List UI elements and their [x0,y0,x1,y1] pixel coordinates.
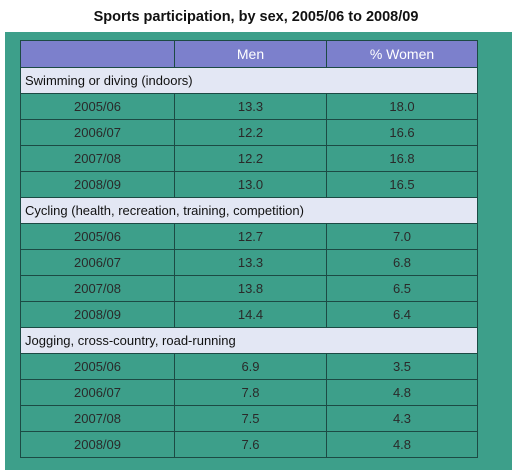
group-row: Cycling (health, recreation, training, c… [20,197,478,224]
table-row: 2006/07 7.8 4.8 [20,379,478,406]
group-label: Cycling (health, recreation, training, c… [20,197,478,224]
year-cell: 2005/06 [20,93,175,120]
women-value-cell: 16.6 [326,119,478,146]
year-cell: 2007/08 [20,275,175,302]
men-value-cell: 7.6 [174,431,327,458]
women-value-cell: 4.8 [326,379,478,406]
men-value-cell: 13.3 [174,93,327,120]
table-row: 2005/06 6.9 3.5 [20,353,478,380]
year-cell: 2007/08 [20,405,175,432]
women-value-cell: 4.8 [326,431,478,458]
women-value-cell: 16.8 [326,145,478,172]
year-cell: 2007/08 [20,145,175,172]
table-row: 2007/08 12.2 16.8 [20,145,478,172]
women-value-cell: 3.5 [326,353,478,380]
table-row: 2005/06 12.7 7.0 [20,223,478,250]
table-row: 2007/08 7.5 4.3 [20,405,478,432]
men-value-cell: 7.5 [174,405,327,432]
year-cell: 2006/07 [20,249,175,276]
header-men: Men [174,40,327,68]
header-women: % Women [326,40,478,68]
year-cell: 2005/06 [20,223,175,250]
table-body: Swimming or diving (indoors) 2005/06 13.3 1… [20,67,478,458]
header-row: Men % Women [20,40,478,68]
women-value-cell: 6.5 [326,275,478,302]
women-value-cell: 18.0 [326,93,478,120]
year-cell: 2008/09 [20,431,175,458]
group-label: Swimming or diving (indoors) [20,67,478,94]
men-value-cell: 12.2 [174,145,327,172]
women-value-cell: 6.4 [326,301,478,328]
table-row: 2008/09 13.0 16.5 [20,171,478,198]
women-value-cell: 16.5 [326,171,478,198]
men-value-cell: 12.7 [174,223,327,250]
group-row: Swimming or diving (indoors) [20,67,478,94]
women-value-cell: 6.8 [326,249,478,276]
table-row: 2006/07 13.3 6.8 [20,249,478,276]
year-cell: 2005/06 [20,353,175,380]
participation-table: Men % Women Swimming or diving (indoors)… [20,40,478,458]
men-value-cell: 13.0 [174,171,327,198]
group-label: Jogging, cross-country, road-running [20,327,478,354]
men-value-cell: 13.3 [174,249,327,276]
year-cell: 2006/07 [20,119,175,146]
table-row: 2006/07 12.2 16.6 [20,119,478,146]
table-row: 2007/08 13.8 6.5 [20,275,478,302]
year-cell: 2008/09 [20,301,175,328]
group-row: Jogging, cross-country, road-running [20,327,478,354]
women-value-cell: 7.0 [326,223,478,250]
year-cell: 2008/09 [20,171,175,198]
men-value-cell: 6.9 [174,353,327,380]
table-row: 2005/06 13.3 18.0 [20,93,478,120]
men-value-cell: 13.8 [174,275,327,302]
table-row: 2008/09 7.6 4.8 [20,431,478,458]
men-value-cell: 12.2 [174,119,327,146]
women-value-cell: 4.3 [326,405,478,432]
men-value-cell: 7.8 [174,379,327,406]
men-value-cell: 14.4 [174,301,327,328]
chart-title: Sports participation, by sex, 2005/06 to… [93,9,419,25]
header-blank [20,40,175,68]
year-cell: 2006/07 [20,379,175,406]
table-row: 2008/09 14.4 6.4 [20,301,478,328]
